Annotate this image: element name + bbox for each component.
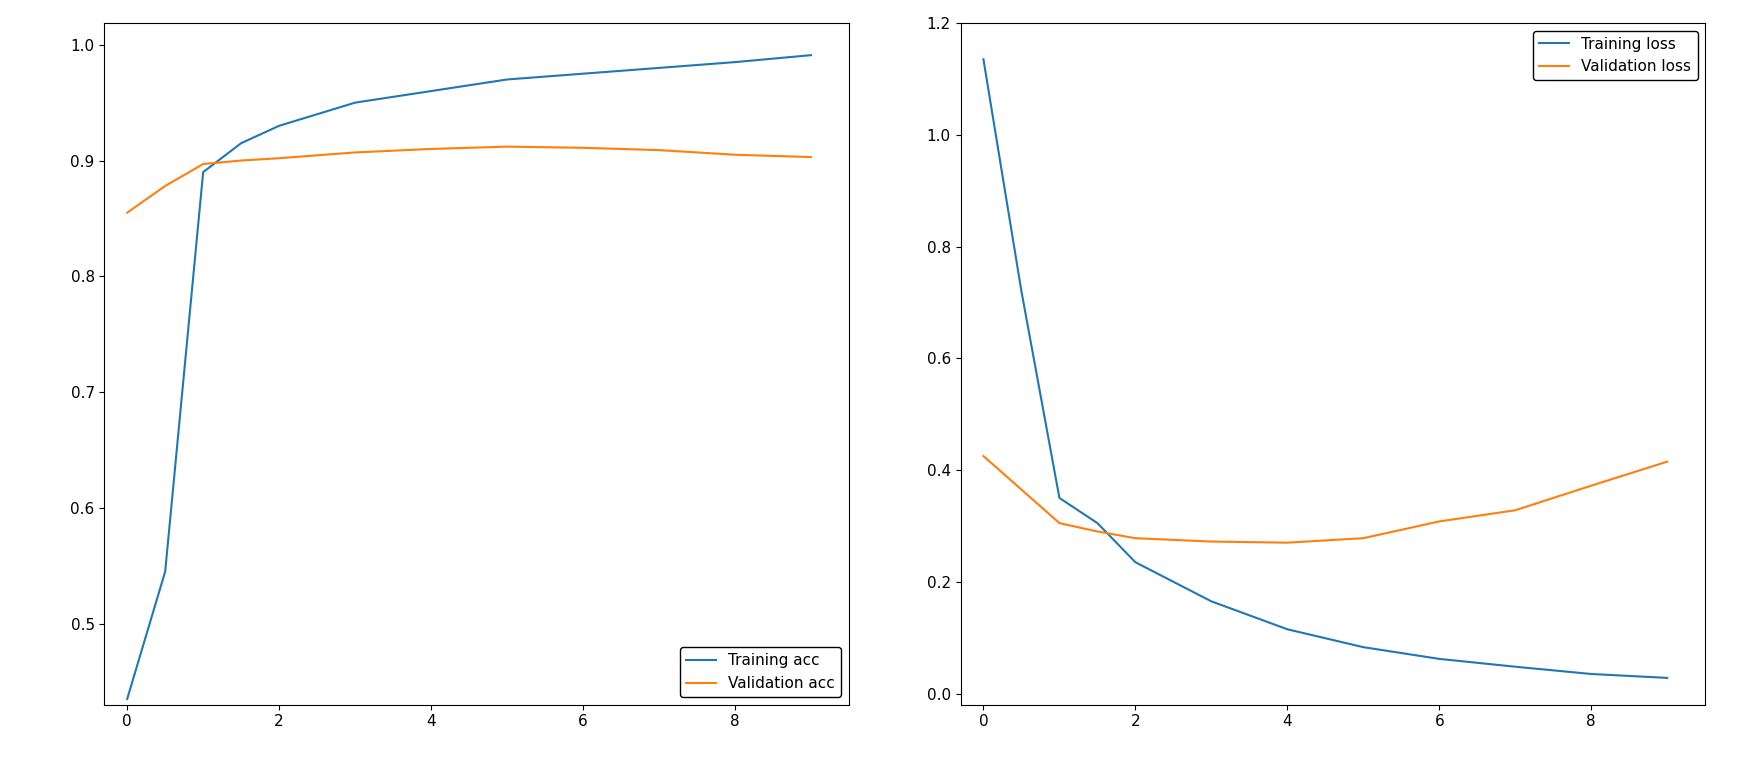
- Training loss: [1504, 662, 1525, 671]
- Validation loss: [1656, 457, 1676, 466]
- Training acc: [268, 121, 289, 130]
- Training acc: [117, 694, 137, 703]
- Validation loss: [1504, 506, 1525, 515]
- Validation loss: [1087, 527, 1108, 536]
- Validation acc: [800, 152, 821, 162]
- Validation acc: [723, 150, 744, 159]
- Validation acc: [344, 148, 365, 157]
- Validation loss: [1010, 485, 1031, 494]
- Training loss: [1200, 597, 1221, 606]
- Validation acc: [155, 182, 176, 191]
- Validation loss: [1428, 517, 1449, 526]
- Validation loss: [1049, 519, 1069, 528]
- Training acc: [344, 98, 365, 107]
- Training acc: [800, 51, 821, 60]
- Training loss: [1656, 673, 1676, 683]
- Validation loss: [1125, 534, 1146, 543]
- Validation acc: [649, 146, 670, 155]
- Training loss: [1276, 625, 1297, 634]
- Training loss: [1581, 669, 1602, 679]
- Legend: Training loss, Validation loss: Training loss, Validation loss: [1532, 31, 1697, 80]
- Training acc: [421, 87, 442, 96]
- Training loss: [972, 54, 993, 64]
- Training acc: [649, 64, 670, 73]
- Training acc: [572, 69, 593, 78]
- Training loss: [1049, 493, 1069, 502]
- Training loss: [1010, 286, 1031, 296]
- Validation loss: [972, 451, 993, 460]
- Training loss: [1087, 519, 1108, 528]
- Validation acc: [193, 159, 214, 169]
- Validation acc: [421, 144, 442, 153]
- Validation acc: [496, 142, 516, 151]
- Training loss: [1428, 654, 1449, 663]
- Validation loss: [1581, 481, 1602, 490]
- Validation loss: [1276, 538, 1297, 547]
- Legend: Training acc, Validation acc: Training acc, Validation acc: [680, 647, 842, 697]
- Line: Training acc: Training acc: [127, 55, 810, 699]
- Validation acc: [572, 143, 593, 152]
- Training acc: [231, 139, 252, 148]
- Training acc: [155, 567, 176, 576]
- Validation acc: [268, 154, 289, 163]
- Training acc: [723, 57, 744, 67]
- Validation acc: [231, 156, 252, 165]
- Line: Validation loss: Validation loss: [983, 456, 1666, 542]
- Line: Validation acc: Validation acc: [127, 146, 810, 213]
- Validation loss: [1353, 534, 1374, 543]
- Training acc: [193, 168, 214, 177]
- Validation acc: [117, 208, 137, 218]
- Validation loss: [1200, 537, 1221, 546]
- Training loss: [1353, 643, 1374, 652]
- Training acc: [496, 75, 516, 84]
- Line: Training loss: Training loss: [983, 59, 1666, 678]
- Training loss: [1125, 558, 1146, 567]
